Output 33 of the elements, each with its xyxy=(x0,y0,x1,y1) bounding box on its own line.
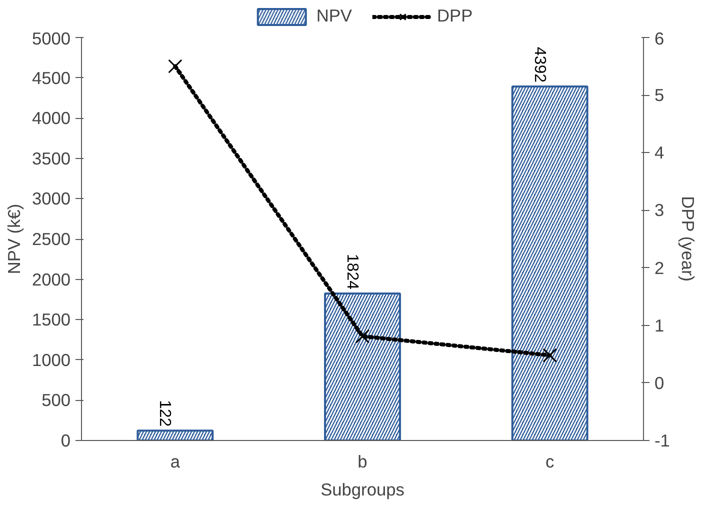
y-tick-label: 1000 xyxy=(32,350,71,370)
y-tick-label: 5000 xyxy=(32,28,71,48)
y-tick-label: 500 xyxy=(42,390,71,410)
point xyxy=(168,59,182,74)
x-tick-label: b xyxy=(358,452,368,472)
y2-tick-label: -1 xyxy=(654,430,670,450)
y-tick-label: 2500 xyxy=(32,229,71,249)
y-tick-label: 4000 xyxy=(32,108,71,128)
y-tick-label: 3000 xyxy=(32,188,71,209)
y-tick-label: 0 xyxy=(60,430,71,450)
data-label: 1824 xyxy=(344,254,360,290)
data-label: 4392 xyxy=(530,46,548,83)
data-label: 122 xyxy=(156,400,174,427)
point xyxy=(355,329,370,344)
x-tick-label: a xyxy=(170,452,180,472)
y2-tick-label: 4 xyxy=(654,142,664,163)
x-tick-label: c xyxy=(546,452,554,472)
y-tick-label: 4500 xyxy=(32,68,71,88)
legend-label: DPP xyxy=(437,6,473,26)
y2-tick-label: 3 xyxy=(654,200,664,220)
y2-axis-title: DPP (year) xyxy=(678,196,698,282)
y2-tick-label: 2 xyxy=(654,258,664,278)
y-tick-label: 2000 xyxy=(32,269,71,290)
x-axis-title: Subgroups xyxy=(320,480,405,500)
legend-label: NPV xyxy=(316,6,352,26)
y2-tick-label: 6 xyxy=(654,28,664,48)
y-axis-title: NPV (k€) xyxy=(4,204,24,274)
y2-tick-label: 5 xyxy=(654,85,664,106)
y-tick-label: 1500 xyxy=(32,310,71,330)
point xyxy=(542,348,557,362)
y2-tick-label: 1 xyxy=(654,315,664,336)
y2-tick-label: 0 xyxy=(654,372,664,393)
y-tick-label: 3500 xyxy=(32,148,71,168)
